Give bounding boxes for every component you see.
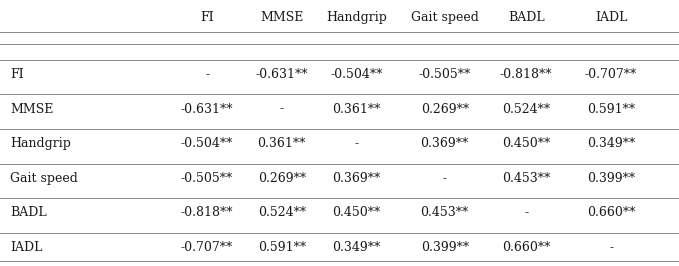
Text: Gait speed: Gait speed <box>411 11 479 24</box>
Text: 0.524**: 0.524** <box>502 103 550 115</box>
Text: -0.504**: -0.504** <box>181 137 234 150</box>
Text: MMSE: MMSE <box>260 11 304 24</box>
Text: 0.349**: 0.349** <box>332 241 381 254</box>
Text: 0.660**: 0.660** <box>502 241 551 254</box>
Text: Handgrip: Handgrip <box>326 11 387 24</box>
Text: -: - <box>609 241 613 254</box>
Text: -0.707**: -0.707** <box>181 241 233 254</box>
Text: -: - <box>354 137 359 150</box>
Text: FI: FI <box>10 68 24 81</box>
Text: -: - <box>443 172 447 185</box>
Text: -0.818**: -0.818** <box>181 206 234 219</box>
Text: 0.660**: 0.660** <box>587 206 636 219</box>
Text: -0.631**: -0.631** <box>181 103 234 115</box>
Text: 0.591**: 0.591** <box>587 103 635 115</box>
Text: 0.269**: 0.269** <box>421 103 469 115</box>
Text: 0.524**: 0.524** <box>258 206 306 219</box>
Text: IADL: IADL <box>10 241 43 254</box>
Text: -0.631**: -0.631** <box>255 68 308 81</box>
Text: MMSE: MMSE <box>10 103 54 115</box>
Text: -0.504**: -0.504** <box>330 68 383 81</box>
Text: -0.818**: -0.818** <box>500 68 553 81</box>
Text: 0.591**: 0.591** <box>258 241 306 254</box>
Text: -0.505**: -0.505** <box>181 172 233 185</box>
Text: Handgrip: Handgrip <box>10 137 71 150</box>
Text: 0.399**: 0.399** <box>587 172 635 185</box>
Text: 0.453**: 0.453** <box>502 172 551 185</box>
Text: FI: FI <box>200 11 214 24</box>
Text: 0.269**: 0.269** <box>258 172 306 185</box>
Text: 0.361**: 0.361** <box>332 103 381 115</box>
Text: 0.369**: 0.369** <box>332 172 381 185</box>
Text: Gait speed: Gait speed <box>10 172 78 185</box>
Text: -0.707**: -0.707** <box>585 68 637 81</box>
Text: 0.450**: 0.450** <box>502 137 551 150</box>
Text: 0.349**: 0.349** <box>587 137 636 150</box>
Text: -: - <box>524 206 528 219</box>
Text: BADL: BADL <box>508 11 545 24</box>
Text: 0.450**: 0.450** <box>332 206 381 219</box>
Text: 0.369**: 0.369** <box>420 137 469 150</box>
Text: -: - <box>280 103 284 115</box>
Text: IADL: IADL <box>595 11 627 24</box>
Text: -0.505**: -0.505** <box>419 68 471 81</box>
Text: BADL: BADL <box>10 206 47 219</box>
Text: 0.453**: 0.453** <box>420 206 469 219</box>
Text: -: - <box>205 68 209 81</box>
Text: 0.361**: 0.361** <box>257 137 306 150</box>
Text: 0.399**: 0.399** <box>421 241 469 254</box>
